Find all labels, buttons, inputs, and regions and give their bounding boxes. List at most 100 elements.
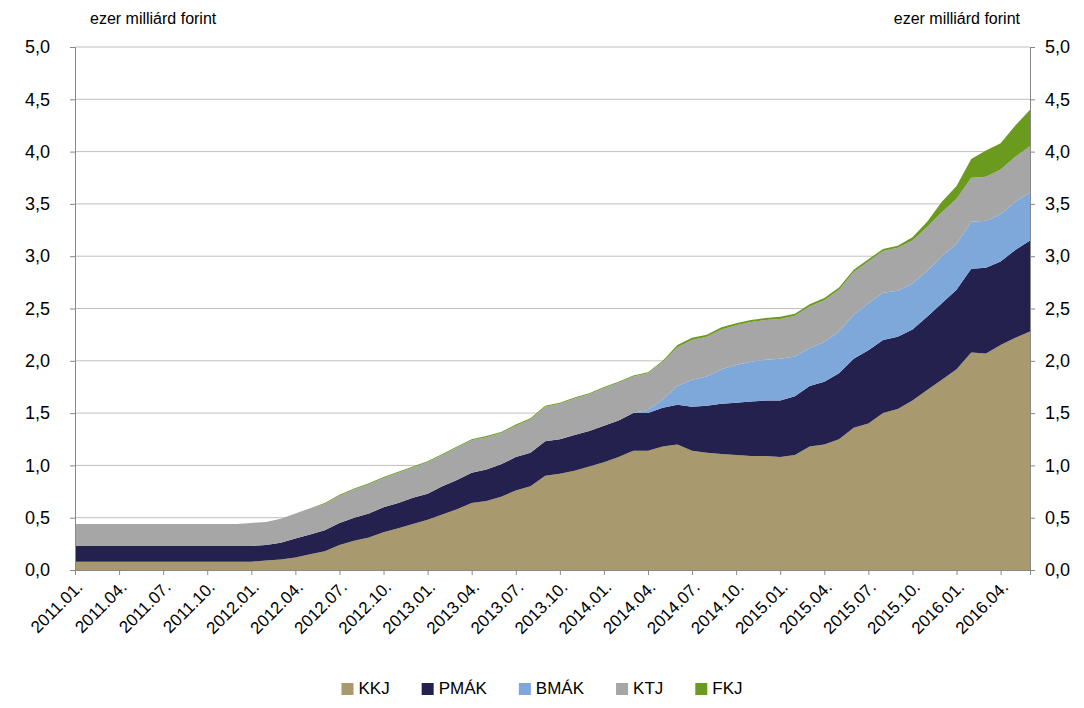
tick-mark bbox=[1030, 47, 1035, 48]
legend-item: FKJ bbox=[695, 679, 742, 698]
y2-tick: 1,5 bbox=[1030, 403, 1070, 423]
y2-axis: 0,0 0,5 1,0 1,5 2,0 2,5 3,0 3,5 4,0 4,5 5,0 bbox=[1030, 37, 1070, 580]
tick-mark bbox=[70, 413, 75, 414]
tick-mark bbox=[119, 570, 120, 575]
tick-mark bbox=[75, 570, 76, 575]
tick-label: 3,0 bbox=[1045, 246, 1070, 266]
y-tick: 5,0 bbox=[25, 37, 75, 57]
tick-mark bbox=[428, 570, 429, 575]
tick-mark bbox=[736, 570, 737, 575]
area-4 bbox=[75, 110, 1030, 524]
tick-label: 0,5 bbox=[1045, 508, 1070, 528]
tick-mark bbox=[1030, 99, 1035, 100]
tick-label: 0,0 bbox=[1045, 560, 1070, 580]
legend-label: KKJ bbox=[358, 679, 389, 698]
x-axis: 2011.01.2011.04.2011.07.2011.10.2012.01.… bbox=[27, 570, 1030, 638]
grid-line bbox=[75, 99, 1030, 100]
grid-line bbox=[75, 203, 1030, 204]
tick-mark bbox=[70, 99, 75, 100]
tick-mark bbox=[868, 570, 869, 575]
legend-swatch bbox=[616, 683, 628, 695]
tick-label: 3,5 bbox=[25, 194, 50, 214]
legend-label: KTJ bbox=[633, 679, 663, 698]
tick-mark bbox=[604, 570, 605, 575]
y2-tick: 0,5 bbox=[1030, 508, 1070, 528]
legend-swatch bbox=[422, 683, 434, 695]
area-3 bbox=[75, 146, 1030, 546]
y2-tick: 5,0 bbox=[1030, 37, 1070, 57]
y-tick: 0,5 bbox=[25, 508, 75, 528]
tick-label: 1,0 bbox=[1045, 456, 1070, 476]
tick-label: 0,0 bbox=[25, 560, 50, 580]
y-axis: 0,00,51,01,52,02,53,03,54,04,55,0 bbox=[25, 37, 76, 580]
y-tick: 1,0 bbox=[25, 456, 75, 476]
tick-label: 4,0 bbox=[1045, 142, 1070, 162]
tick-mark bbox=[692, 570, 693, 575]
y-axis-title: ezer milliárd forint bbox=[90, 10, 217, 27]
axis-line bbox=[76, 571, 1031, 576]
tick-mark bbox=[1030, 152, 1035, 153]
tick-mark bbox=[1001, 570, 1002, 575]
y-tick: 1,5 bbox=[25, 403, 75, 423]
tick-mark bbox=[207, 570, 208, 575]
tick-mark bbox=[251, 570, 252, 575]
y-tick: 3,0 bbox=[25, 246, 75, 266]
tick-mark bbox=[824, 570, 825, 575]
tick-mark bbox=[70, 47, 75, 48]
legend-label: BMÁK bbox=[536, 679, 585, 698]
tick-mark bbox=[648, 570, 649, 575]
tick-label: 3,5 bbox=[1045, 194, 1070, 214]
legend-item: KKJ bbox=[341, 679, 389, 698]
legend-item: KTJ bbox=[616, 679, 663, 698]
tick-mark bbox=[560, 570, 561, 575]
tick-mark bbox=[780, 570, 781, 575]
legend-swatch bbox=[519, 683, 531, 695]
tick-label: 1,5 bbox=[25, 403, 50, 423]
tick-label: 1,5 bbox=[1045, 403, 1070, 423]
tick-label: 2,5 bbox=[1045, 299, 1070, 319]
tick-mark bbox=[70, 256, 75, 257]
y-tick: 2,5 bbox=[25, 299, 75, 319]
y2-tick: 2,0 bbox=[1030, 351, 1070, 371]
area-2 bbox=[75, 192, 1030, 546]
legend: KKJ PMÁK BMÁK KTJ FKJ bbox=[341, 679, 742, 698]
y-tick: 2,0 bbox=[25, 351, 75, 371]
tick-mark bbox=[1030, 465, 1035, 466]
grid-line bbox=[75, 47, 1030, 48]
tick-mark bbox=[1030, 256, 1035, 257]
legend-label: PMÁK bbox=[439, 679, 488, 698]
y2-tick: 2,5 bbox=[1030, 299, 1070, 319]
tick-mark bbox=[1030, 361, 1035, 362]
tick-mark bbox=[516, 570, 517, 575]
tick-label: 4,5 bbox=[1045, 90, 1070, 110]
grid bbox=[75, 47, 1030, 570]
chart: 0,0 0,5 1,0 1,5 2,0 2,5 3,0 3,5 4,0 4,5 5,0 0,0 0,5 1… bbox=[0, 0, 1084, 708]
legend-swatch bbox=[341, 683, 353, 695]
tick-label: 2,5 bbox=[25, 299, 50, 319]
legend-item: PMÁK bbox=[422, 679, 488, 698]
tick-label: 2016.04. bbox=[952, 578, 1012, 638]
tick-mark bbox=[70, 152, 75, 153]
tick-mark bbox=[912, 570, 913, 575]
y2-axis-title: ezer milliárd forint bbox=[894, 10, 1021, 27]
legend-label: FKJ bbox=[712, 679, 742, 698]
y-tick: 4,5 bbox=[25, 90, 75, 110]
y2-tick: 3,5 bbox=[1030, 194, 1070, 214]
tick-mark bbox=[957, 570, 958, 575]
tick-mark bbox=[1030, 309, 1035, 310]
tick-mark bbox=[70, 204, 75, 205]
y2-tick: 0,0 bbox=[1030, 560, 1070, 580]
legend-item: BMÁK bbox=[519, 679, 585, 698]
tick-mark bbox=[163, 570, 164, 575]
tick-label: 5,0 bbox=[1045, 37, 1070, 57]
tick-mark bbox=[339, 570, 340, 575]
y2-tick: 4,0 bbox=[1030, 142, 1070, 162]
legend-swatch bbox=[695, 683, 707, 695]
tick-mark bbox=[472, 570, 473, 575]
tick-mark bbox=[70, 518, 75, 519]
grid-line bbox=[75, 151, 1030, 152]
tick-mark bbox=[384, 570, 385, 575]
tick-mark bbox=[70, 570, 75, 571]
tick-label: 0,5 bbox=[25, 508, 50, 528]
y2-tick: 4,5 bbox=[1030, 90, 1070, 110]
